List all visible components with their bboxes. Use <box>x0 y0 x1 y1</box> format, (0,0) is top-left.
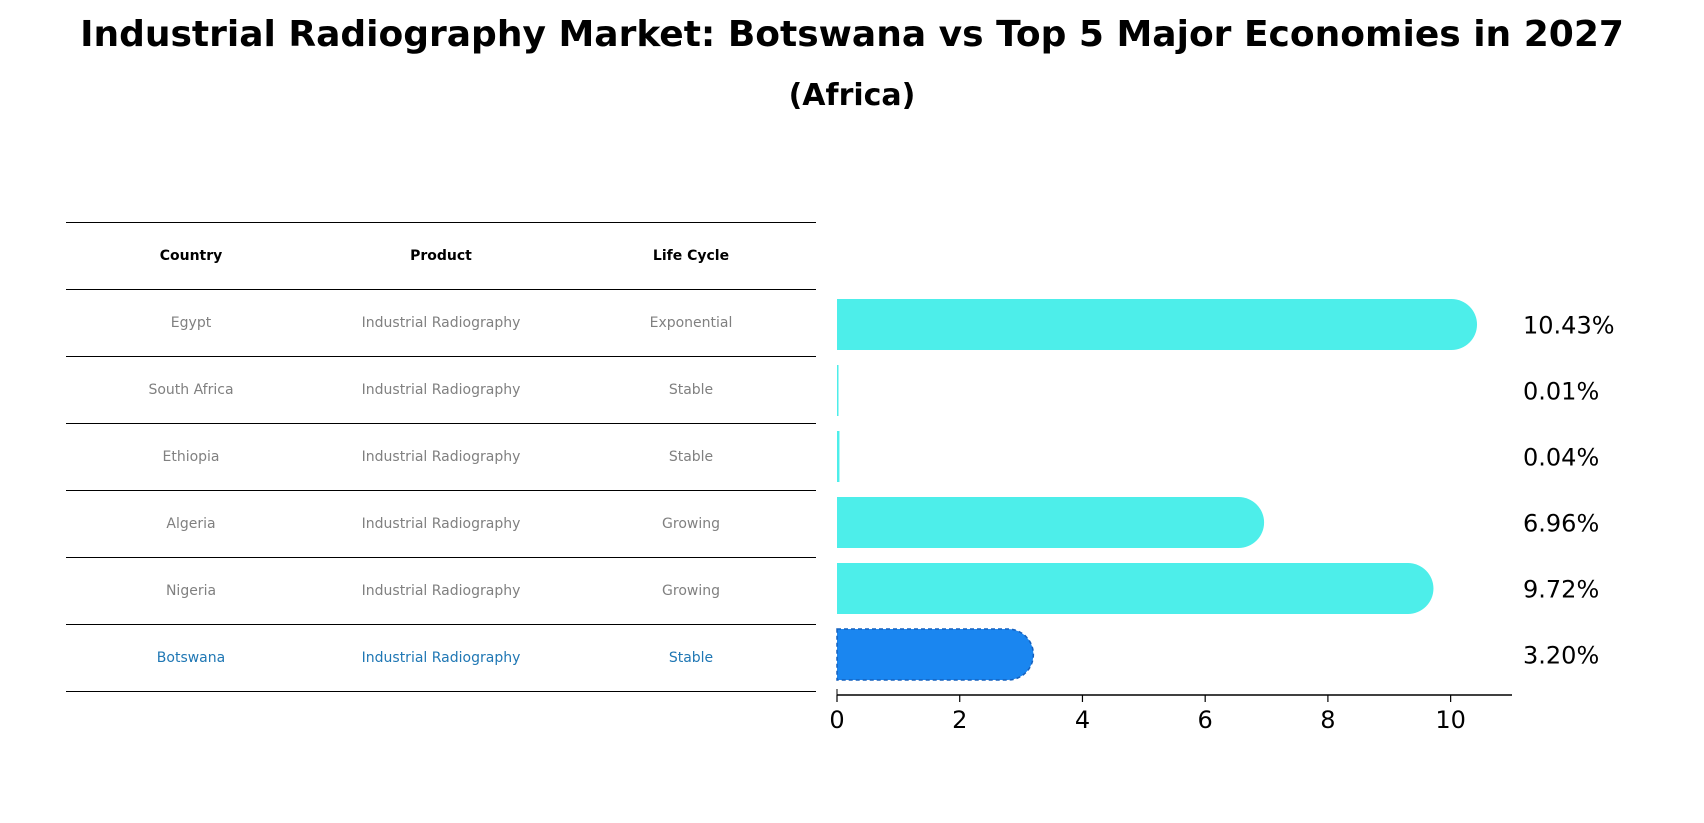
cell-country: Algeria <box>166 516 216 532</box>
cell-country: Ethiopia <box>162 449 220 465</box>
header-life-cycle: Life Cycle <box>652 248 730 264</box>
cell-product: Industrial Radiography <box>361 516 521 532</box>
cell-product: Industrial Radiography <box>361 583 521 599</box>
bar-egypt <box>837 299 1478 350</box>
table-row: Nigeria Industrial Radiography Growing <box>66 557 816 624</box>
table-row-highlighted: Botswana Industrial Radiography Stable <box>66 624 816 692</box>
cell-product: Industrial Radiography <box>361 650 521 666</box>
chart-title: Industrial Radiography Market: Botswana … <box>80 14 1624 55</box>
x-tick-label: 4 <box>1075 706 1090 734</box>
cell-life-cycle: Stable <box>668 382 714 398</box>
data-table: Country Product Life Cycle Egypt Industr… <box>66 222 816 692</box>
cell-country: Nigeria <box>165 583 217 599</box>
cell-life-cycle: Stable <box>668 449 714 465</box>
cell-life-cycle: Growing <box>662 516 720 532</box>
cell-country: South Africa <box>148 382 234 398</box>
data-label: 10.43% <box>1523 312 1615 340</box>
cell-product: Industrial Radiography <box>361 382 521 398</box>
cell-product: Industrial Radiography <box>361 449 521 465</box>
x-tick-label: 10 <box>1435 706 1466 734</box>
data-label: 0.01% <box>1523 378 1599 406</box>
bar-botswana <box>836 628 1035 681</box>
header-country: Country <box>159 248 223 264</box>
x-tick-label: 2 <box>952 706 967 734</box>
data-label: 0.04% <box>1523 444 1599 472</box>
header-product: Product <box>410 248 472 264</box>
data-label: 9.72% <box>1523 576 1599 604</box>
data-label: 3.20% <box>1523 642 1599 670</box>
bar-ethiopia <box>837 431 840 482</box>
cell-country: Botswana <box>156 650 226 666</box>
x-tick-label: 6 <box>1198 706 1213 734</box>
x-tick-label: 8 <box>1320 706 1335 734</box>
data-label: 6.96% <box>1523 510 1599 538</box>
cell-product: Industrial Radiography <box>361 315 521 331</box>
chart-subtitle: (Africa) <box>788 78 916 113</box>
cell-life-cycle: Exponential <box>649 315 733 331</box>
table-header-row: Country Product Life Cycle <box>66 222 816 289</box>
cell-life-cycle: Stable <box>668 650 714 666</box>
table-row: South Africa Industrial Radiography Stab… <box>66 356 816 423</box>
table-row: Egypt Industrial Radiography Exponential <box>66 289 816 356</box>
cell-life-cycle: Growing <box>662 583 720 599</box>
bar-nigeria <box>837 563 1434 614</box>
x-tick-label: 0 <box>829 706 844 734</box>
cell-country: Egypt <box>170 315 212 331</box>
bar-south-africa <box>837 365 839 416</box>
table-row: Algeria Industrial Radiography Growing <box>66 490 816 557</box>
table-row: Ethiopia Industrial Radiography Stable <box>66 423 816 490</box>
bar-algeria <box>837 497 1265 548</box>
